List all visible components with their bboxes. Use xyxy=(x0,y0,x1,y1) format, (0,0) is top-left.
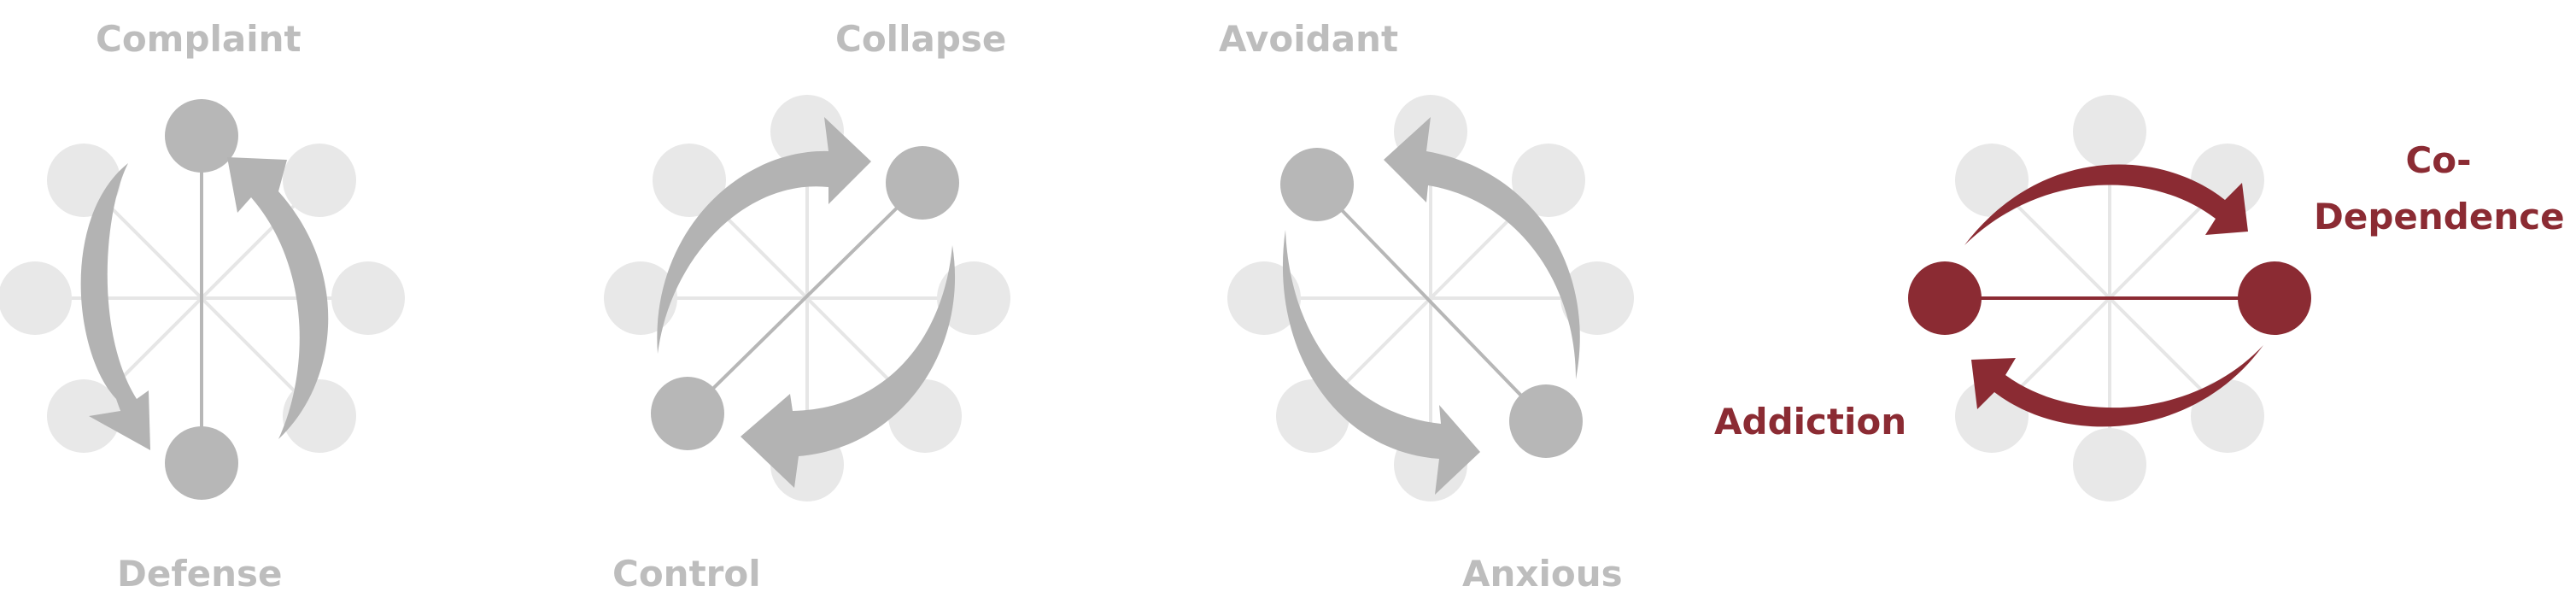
active-node-defense xyxy=(165,426,238,500)
cycle-arrow-lower xyxy=(1282,230,1480,495)
diagram-avoidant-anxious xyxy=(1227,95,1634,501)
active-node-collapse xyxy=(886,146,959,220)
diagram-codependence-addiction xyxy=(1908,95,2311,501)
cycle-arrow-left xyxy=(80,163,150,450)
faint-nodes xyxy=(0,144,405,453)
label-control: Control xyxy=(612,553,761,595)
cycle-arrow-upper xyxy=(657,117,871,354)
diagram-complaint-defense xyxy=(0,99,405,500)
cycle-arrow-lower xyxy=(741,245,956,488)
active-node-complaint xyxy=(165,99,238,173)
label-collapse: Collapse xyxy=(835,18,1007,60)
label-complaint: Complaint xyxy=(96,18,302,60)
label-addiction: Addiction xyxy=(1714,401,1907,443)
active-spoke xyxy=(1315,183,1548,423)
active-spoke xyxy=(686,181,924,415)
label-co: Co- xyxy=(2405,139,2472,181)
active-node-left xyxy=(1908,261,1982,335)
label-anxious: Anxious xyxy=(1462,553,1623,595)
cycle-arrow-upper xyxy=(1384,117,1580,379)
label-avoidant: Avoidant xyxy=(1219,18,1399,60)
active-node-avoidant xyxy=(1280,148,1354,221)
cycle-arrow-upper xyxy=(1964,164,2248,245)
cycle-arrow-right xyxy=(227,157,329,439)
label-defense: Defense xyxy=(117,553,283,595)
cycle-arrow-lower xyxy=(1971,345,2263,427)
label-dependence: Dependence xyxy=(2314,196,2565,238)
diagram-collapse-control xyxy=(604,95,1010,501)
active-node-anxious xyxy=(1509,384,1583,458)
active-node-right xyxy=(2238,261,2311,335)
active-node-control xyxy=(651,377,724,450)
